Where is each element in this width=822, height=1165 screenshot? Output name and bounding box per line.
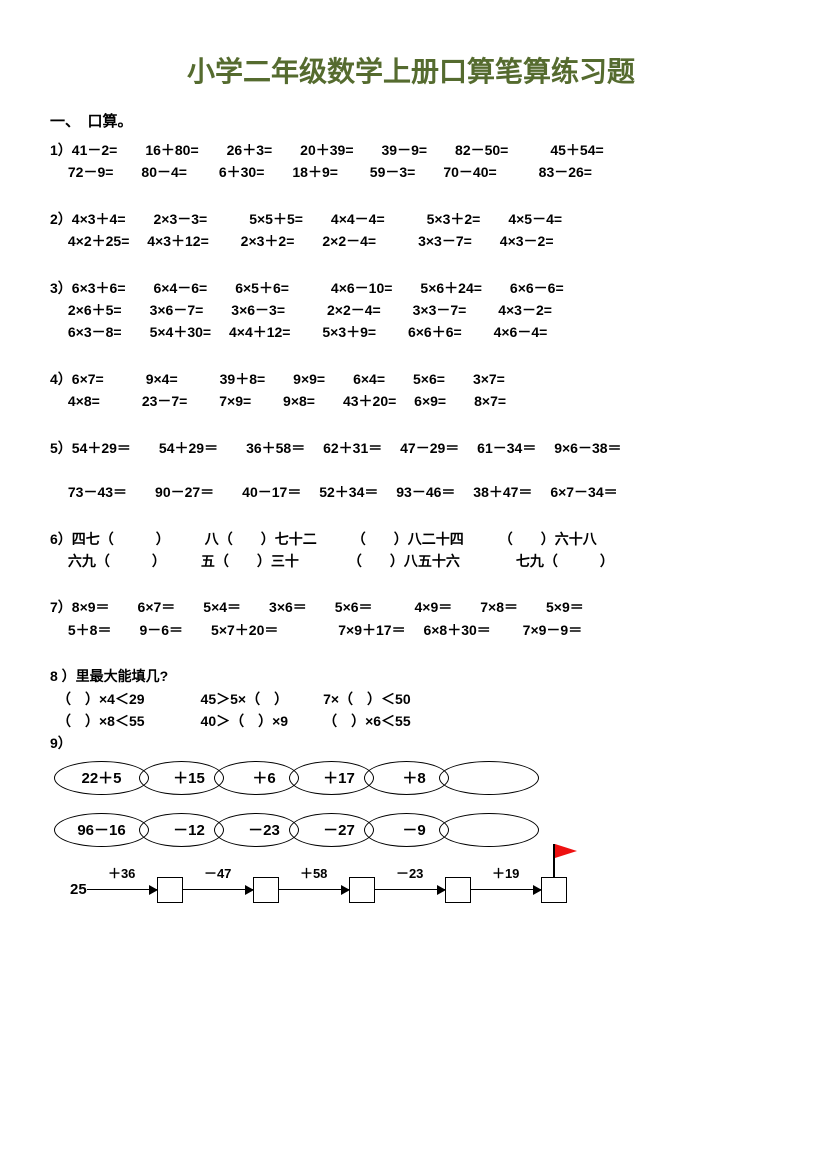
arrow-label: ＋36 <box>87 863 157 882</box>
line: 7）8×9＝ 6×7＝ 5×4＝ 3×6＝ 5×6＝ 4×9＝ 7×8＝ 5×9… <box>50 599 584 615</box>
line: 6）四七（ ） 八（ ）七十二 （ ）八二十四 （ ）六十八 <box>50 531 597 547</box>
oval-cell: －27 <box>289 813 374 847</box>
problem-set-4: 4）6×7= 9×4= 39＋8= 9×9= 6×4= 5×6= 3×7= 4×… <box>50 368 772 413</box>
line: 2×6＋5= 3×6－7= 3×6－3= 2×2－4= 3×3－7= 4×3－2… <box>50 302 552 318</box>
arrow-segment: ＋19 <box>471 877 541 903</box>
line: 4）6×7= 9×4= 39＋8= 9×9= 6×4= 5×6= 3×7= <box>50 371 505 387</box>
line: 3）6×3＋6= 6×4－6= 6×5＋6= 4×6－10= 5×6＋24= 6… <box>50 280 564 296</box>
problem-set-7: 7）8×9＝ 6×7＝ 5×4＝ 3×6＝ 5×6＝ 4×9＝ 7×8＝ 5×9… <box>50 596 772 641</box>
line: （ ）×8＜55 40＞（ ）×9 （ ）×6＜55 <box>50 713 411 729</box>
arrow-segment: －47 <box>183 877 253 903</box>
arrow-segment: ＋36 <box>87 877 157 903</box>
oval-cell: －9 <box>364 813 449 847</box>
arrow-flow-diagram: 25 ＋36 －47 ＋58 －23 ＋19 <box>70 877 772 903</box>
flow-box <box>445 877 471 903</box>
problem-set-8: 8 ）里最大能填几? （ ）×4＜29 45＞5×（ ） 7×（ ）＜50 （ … <box>50 665 772 755</box>
line: 5）54＋29＝ 54＋29＝ 36＋58＝ 62＋31＝ 47－29＝ 61－… <box>50 440 622 456</box>
problem-set-2: 2）4×3＋4= 2×3－3= 5×5＋5= 4×4－4= 5×3＋2= 4×5… <box>50 208 772 253</box>
oval-cell: 96－16 <box>54 813 149 847</box>
oval-chain-1: 22＋5 ＋15 ＋6 ＋17 ＋8 <box>50 761 772 795</box>
oval-cell: ＋8 <box>364 761 449 795</box>
line: 72－9= 80－4= 6＋30= 18＋9= 59－3= 70－40= 83－… <box>50 164 592 180</box>
arrow-segment: ＋58 <box>279 877 349 903</box>
oval-cell: ＋6 <box>214 761 299 795</box>
problem-set-3: 3）6×3＋6= 6×4－6= 6×5＋6= 4×6－10= 5×6＋24= 6… <box>50 277 772 344</box>
flow-box <box>253 877 279 903</box>
oval-cell: －12 <box>139 813 224 847</box>
line: 8 ）里最大能填几? <box>50 668 168 684</box>
arrow-label: ＋58 <box>279 863 349 882</box>
line: 6×3－8= 5×4＋30= 4×4＋12= 5×3＋9= 6×6＋6= 4×6… <box>50 324 547 340</box>
worksheet-page: 小学二年级数学上册口算笔算练习题 一、 口算。 1）41－2= 16＋80= 2… <box>0 0 822 933</box>
line: 2）4×3＋4= 2×3－3= 5×5＋5= 4×4－4= 5×3＋2= 4×5… <box>50 211 562 227</box>
line: 六九（ ） 五（ ）三十 （ ）八五十六 七九（ ） <box>50 553 614 569</box>
line: 4×8= 23－7= 7×9= 9×8= 43＋20= 6×9= 8×7= <box>50 393 506 409</box>
problem-set-1: 1）41－2= 16＋80= 26＋3= 20＋39= 39－9= 82－50=… <box>50 139 772 184</box>
arrow-label: －23 <box>375 863 445 882</box>
oval-cell: －23 <box>214 813 299 847</box>
flow-box <box>157 877 183 903</box>
line: 9） <box>50 735 72 751</box>
flow-box <box>349 877 375 903</box>
line: 5＋8＝ 9－6＝ 5×7＋20＝ 7×9＋17＝ 6×8＋30＝ 7×9－9＝ <box>50 622 582 638</box>
problem-set-6: 6）四七（ ） 八（ ）七十二 （ ）八二十四 （ ）六十八 六九（ ） 五（ … <box>50 528 772 573</box>
page-title: 小学二年级数学上册口算笔算练习题 <box>50 50 772 90</box>
line: 4×2＋25= 4×3＋12= 2×3＋2= 2×2－4= 3×3－7= 4×3… <box>50 233 554 249</box>
oval-chain-2: 96－16 －12 －23 －27 －9 <box>50 813 772 847</box>
arrow-label: －47 <box>183 863 253 882</box>
section-1-heading: 一、 口算。 <box>50 110 772 131</box>
flag-icon <box>555 844 577 858</box>
line: （ ）×4＜29 45＞5×（ ） 7×（ ）＜50 <box>50 691 411 707</box>
oval-cell <box>439 761 539 795</box>
line: 1）41－2= 16＋80= 26＋3= 20＋39= 39－9= 82－50=… <box>50 142 604 158</box>
oval-cell <box>439 813 539 847</box>
oval-cell: 22＋5 <box>54 761 149 795</box>
arrow-label: ＋19 <box>471 863 541 882</box>
arrow-segment: －23 <box>375 877 445 903</box>
oval-cell: ＋17 <box>289 761 374 795</box>
line: 73－43＝ 90－27＝ 40－17＝ 52＋34＝ 93－46＝ 38＋47… <box>50 484 618 500</box>
flow-end-box <box>541 877 567 903</box>
problem-set-5: 5）54＋29＝ 54＋29＝ 36＋58＝ 62＋31＝ 47－29＝ 61－… <box>50 437 772 504</box>
flow-start: 25 <box>70 881 87 898</box>
oval-cell: ＋15 <box>139 761 224 795</box>
